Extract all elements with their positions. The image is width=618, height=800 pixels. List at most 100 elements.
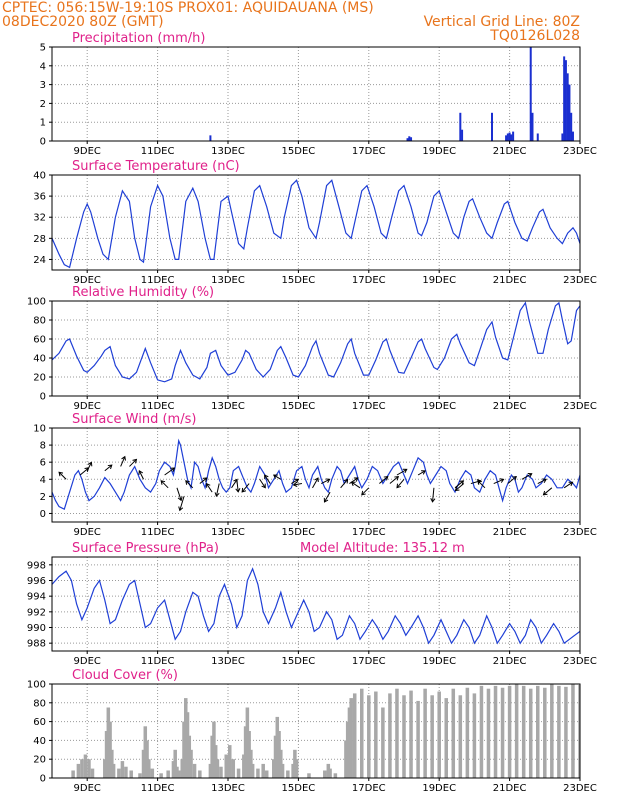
bar (395, 688, 399, 778)
bar (506, 133, 509, 141)
bar (129, 770, 133, 778)
panel-precipitation-mm-h: 0 1 2 3 4 5 9DEC 11DEC 13DEC 15DEC 17DEC 19DEC 21DEC… (40, 31, 597, 157)
bar (141, 749, 146, 778)
y-tick-label: 28 (33, 234, 46, 245)
x-tick-label: 9DEC (74, 275, 101, 286)
y-tick-label: 1 (40, 118, 46, 129)
series (209, 47, 574, 141)
x-tick-label: 17DEC (352, 146, 386, 157)
wind-vector (312, 477, 319, 489)
bar (571, 131, 574, 141)
bar (388, 693, 392, 778)
x-tick-label: 11DEC (141, 783, 175, 794)
wind-vector-head (178, 506, 184, 512)
bar (550, 684, 554, 778)
y-tick-label: 5 (40, 43, 46, 54)
bar (277, 731, 281, 778)
bar (491, 112, 493, 141)
x-tick-label: 21DEC (493, 275, 527, 286)
y-tick-label: 0 (40, 137, 46, 148)
bar (430, 695, 434, 778)
y-tick-label: 992 (27, 607, 46, 618)
x-tick-label: 19DEC (422, 656, 456, 667)
wind-vector (455, 483, 465, 491)
wind-vector (396, 468, 408, 476)
wind-vector-head (568, 481, 574, 487)
wind-vector-head (58, 471, 64, 477)
wind-vector (185, 480, 194, 489)
wind-vector-head (459, 480, 465, 485)
x-tick-label: 17DEC (352, 275, 386, 286)
bar (120, 761, 125, 778)
wind-vector-head (343, 478, 349, 484)
x-tick-label: 13DEC (211, 401, 245, 412)
wind-vector-head (499, 478, 505, 483)
y-tick-label: 988 (27, 639, 46, 650)
bar (261, 763, 265, 778)
x-tick-label: 19DEC (422, 401, 456, 412)
bar (76, 763, 81, 778)
bar (286, 770, 290, 778)
panel-frame (51, 556, 581, 652)
wind-vector (273, 474, 282, 480)
wind-vector (231, 479, 238, 489)
bar (264, 770, 269, 778)
wind-vector-head (325, 478, 331, 484)
y-tick-label: 80 (33, 698, 46, 709)
bar (138, 773, 142, 778)
panel-title: Cloud Cover (%) (72, 668, 178, 683)
x-tick-label: 21DEC (493, 656, 527, 667)
wind-vector (138, 470, 144, 480)
wind-vector-head (177, 496, 183, 502)
bar (444, 698, 448, 778)
bar (176, 770, 181, 778)
wind-vector-head (185, 480, 190, 485)
x-tick-label: 17DEC (352, 783, 386, 794)
wind-vector-head (542, 478, 547, 484)
bar (209, 135, 212, 141)
panel-title: Surface Temperature (nC) (72, 159, 240, 174)
wind-vector (104, 464, 113, 472)
wind-vector-head (396, 483, 401, 489)
x-tick-label: 23DEC (563, 656, 597, 667)
y-tick-label: 0 (40, 509, 46, 520)
bar (166, 770, 170, 778)
x-tick-label: 23DEC (563, 275, 597, 286)
bar (349, 698, 353, 778)
bar (147, 759, 151, 778)
x-tick-label: 13DEC (211, 146, 245, 157)
x-tick-label: 11DEC (141, 401, 175, 412)
x-tick-label: 19DEC (422, 527, 456, 538)
x-tick-label: 21DEC (493, 783, 527, 794)
y-tick-label: 20 (33, 755, 46, 766)
y-tick-label: 994 (27, 592, 46, 603)
bar (294, 759, 299, 778)
bar (323, 770, 327, 778)
wind-vector-head (160, 480, 166, 485)
model-altitude-label: Model Altitude: 135.12 m (300, 541, 465, 556)
panel-frame (51, 300, 581, 397)
bar (500, 687, 505, 778)
wind-vector (521, 473, 532, 480)
bar (189, 749, 193, 778)
bar (328, 768, 332, 778)
wind-vector-head (121, 455, 126, 461)
series-line (52, 567, 580, 645)
wind-vector-head (402, 468, 408, 474)
panel-surface-wind-m-s: 0 2 4 6 8 10 9DEC 11DEC 13DEC 15DEC 17DEC 19DEC 21DE… (33, 412, 597, 538)
panel-relative-humidity: 0 20 40 60 80 100 9DEC 11DEC 13DEC 15DEC 17DEC 19DE… (27, 285, 597, 412)
bar (256, 768, 260, 778)
header-line2-right: Vertical Grid Line: 80Z (424, 14, 580, 30)
x-tick-label: 11DEC (141, 527, 175, 538)
bar (486, 688, 491, 778)
wind-vector-head (314, 477, 319, 483)
bar (87, 759, 91, 778)
x-tick-label: 15DEC (282, 275, 316, 286)
wind-vector-head (235, 488, 241, 493)
wind-vector-head (454, 486, 460, 492)
wind-vector-head (264, 474, 269, 480)
bar (557, 685, 561, 778)
x-tick-label: 21DEC (493, 527, 527, 538)
series (52, 438, 580, 512)
